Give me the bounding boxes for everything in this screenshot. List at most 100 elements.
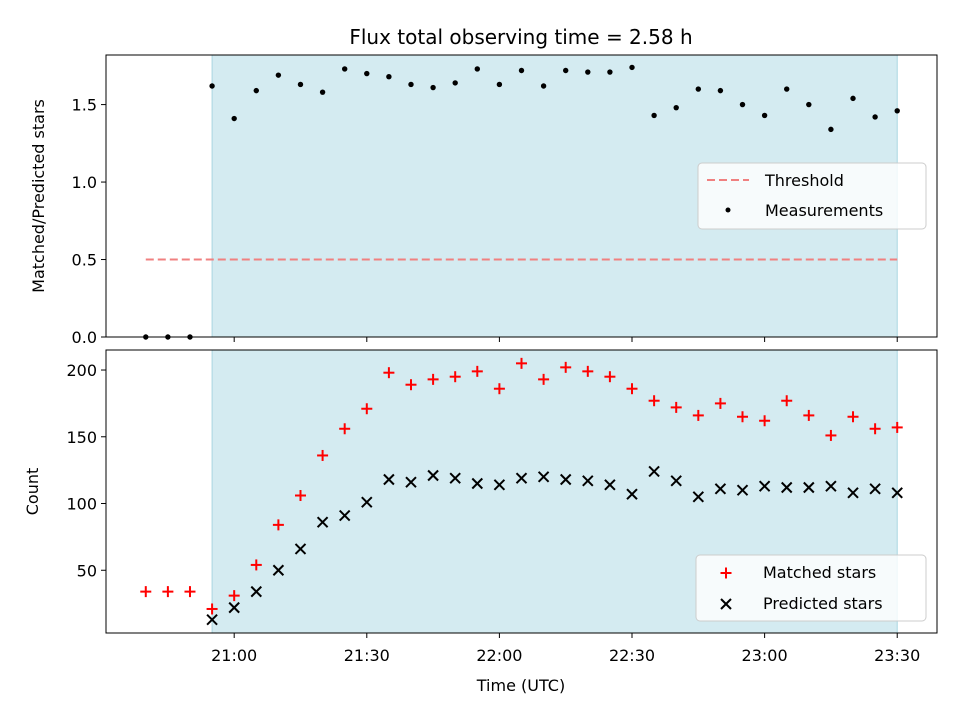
- measurement-point: [607, 69, 613, 75]
- matched-star-point: [383, 367, 395, 379]
- matched-star-point: [140, 586, 152, 598]
- matched-star-point: [228, 590, 240, 602]
- measurement-point: [872, 114, 878, 120]
- matched-star-point: [781, 395, 793, 407]
- measurement-point: [695, 86, 702, 92]
- legend-predicted-label: Predicted stars: [763, 594, 883, 613]
- predicted-star-point: [449, 472, 461, 484]
- measurement-point: [563, 67, 569, 74]
- measurement-point: [585, 69, 591, 75]
- measurement-point: [297, 81, 304, 88]
- predicted-star-point: [493, 479, 506, 491]
- matched-star-point: [471, 365, 483, 377]
- matched-star-point: [604, 371, 616, 383]
- matched-star-point: [516, 357, 527, 369]
- matched-star-point: [759, 415, 771, 427]
- measurement-point: [430, 84, 436, 91]
- top-panel: 0.0 0.5 1.0 1.5 Matched/Predicted stars Thr…: [29, 54, 938, 347]
- predicted-star-point: [361, 496, 373, 508]
- measurement-point: [341, 66, 348, 72]
- x-axis-label: Time (UTC): [476, 676, 565, 695]
- measurement-point: [253, 87, 259, 94]
- predicted-star-point: [294, 543, 307, 555]
- matched-star-point: [847, 411, 859, 423]
- matched-star-point: [626, 383, 638, 395]
- bottom-y-ticks: 50 100 150 200: [66, 361, 106, 580]
- measurement-point: [784, 86, 790, 92]
- matched-star-point: [737, 411, 749, 423]
- measurement-point: [364, 70, 370, 77]
- measurement-point: [319, 89, 326, 95]
- x-tick-label: 23:30: [874, 646, 920, 665]
- predicted-star-point: [847, 487, 859, 499]
- bottom-legend: Matched stars Predicted stars: [695, 554, 927, 622]
- measurement-point: [386, 73, 392, 80]
- matched-star-point: [206, 603, 218, 615]
- measurement-point: [651, 112, 657, 119]
- y-tick-label: 0.0: [72, 328, 97, 347]
- matched-star-point: [560, 361, 572, 373]
- predicted-star-point: [405, 476, 417, 488]
- predicted-star-point: [228, 601, 240, 614]
- matched-star-point: [361, 403, 373, 415]
- measurement-point: [452, 80, 458, 86]
- matched-star-point: [692, 409, 704, 421]
- matched-star-point: [670, 401, 682, 413]
- legend-matched-label: Matched stars: [763, 563, 876, 582]
- predicted-star-point: [781, 481, 793, 494]
- measurement-point: [806, 101, 812, 108]
- measurement-point: [828, 126, 834, 133]
- measurement-point: [231, 115, 237, 122]
- measurement-point: [894, 108, 900, 114]
- top-legend-box: [697, 162, 927, 230]
- y-tick-label: 150: [66, 428, 97, 447]
- top-y-ticks: 0.0 0.5 1.0 1.5: [72, 96, 106, 347]
- measurement-point: [209, 83, 215, 89]
- bottom-marks: [140, 357, 903, 626]
- legend-matched-marker: [720, 567, 732, 579]
- predicted-star-point: [891, 487, 903, 499]
- predicted-star-point: [803, 481, 815, 494]
- predicted-star-point: [736, 484, 749, 496]
- measurement-point: [275, 72, 282, 78]
- matched-star-point: [294, 490, 306, 502]
- measurement-point: [629, 64, 635, 71]
- predicted-star-point: [338, 509, 351, 522]
- bottom-x-ticks: 21:00 21:30 22:00 22:30 23:00 23:30: [211, 633, 920, 665]
- matched-star-point: [272, 519, 284, 531]
- predicted-star-point: [670, 475, 682, 487]
- measurement-point: [717, 87, 724, 94]
- measurement-point: [673, 104, 679, 111]
- predicted-star-point: [692, 491, 705, 503]
- y-tick-label: 0.5: [72, 251, 97, 270]
- y-tick-label: 100: [66, 495, 97, 514]
- measurement-point: [408, 81, 414, 88]
- matched-star-point: [405, 379, 417, 391]
- measurement-point: [496, 81, 503, 88]
- predicted-star-point: [582, 475, 594, 487]
- predicted-star-point: [758, 480, 771, 492]
- matched-star-point: [891, 421, 903, 433]
- bottom-panel: 50 100 150 200 21:00 21:30 22:00 22:30 23:00 23:…: [23, 349, 938, 695]
- top-x-ticks: [233, 337, 898, 342]
- predicted-star-point: [250, 585, 262, 598]
- bottom-legend-box: [695, 554, 927, 622]
- predicted-star-point: [316, 516, 329, 528]
- matched-star-point: [339, 423, 351, 435]
- predicted-star-point: [383, 473, 395, 486]
- top-legend: Threshold Measurements: [697, 162, 927, 230]
- matched-star-point: [427, 373, 439, 385]
- x-tick-label: 21:00: [211, 646, 257, 665]
- matched-star-point: [493, 383, 505, 395]
- matched-star-point: [582, 365, 594, 377]
- matched-star-point: [162, 586, 174, 598]
- legend-measurement-marker: [725, 207, 731, 213]
- predicted-star-point: [604, 479, 616, 491]
- matched-star-point: [449, 371, 461, 383]
- measurement-point: [850, 95, 856, 102]
- matched-star-point: [538, 373, 550, 385]
- measurement-point: [474, 66, 480, 72]
- x-tick-label: 22:00: [476, 646, 522, 665]
- x-tick-label: 21:30: [344, 646, 390, 665]
